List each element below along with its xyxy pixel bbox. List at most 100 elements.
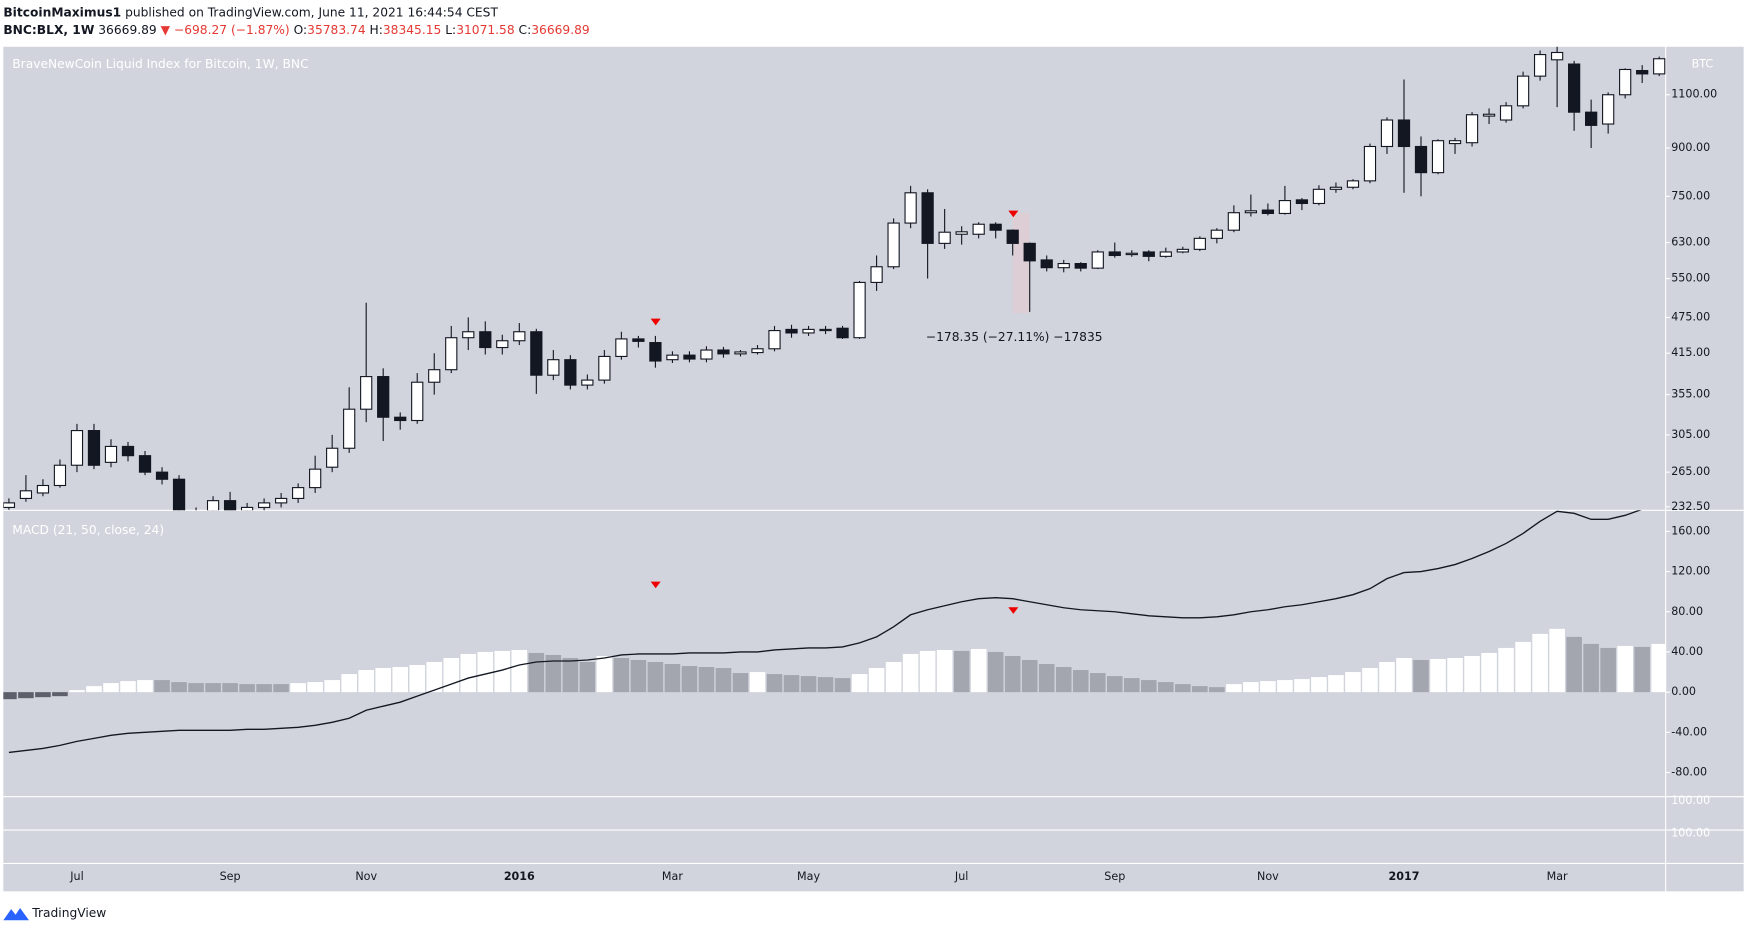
marker xyxy=(1008,607,1019,614)
histogram-bar xyxy=(715,668,732,693)
histogram-bar xyxy=(1175,684,1191,693)
candle-body xyxy=(1499,105,1513,121)
histogram-bar xyxy=(188,683,204,693)
candle-body xyxy=(513,331,526,342)
histogram-bar xyxy=(69,690,85,693)
candle-body xyxy=(1074,262,1087,269)
y-tick-label: -80.00 xyxy=(1671,766,1707,779)
candle-body xyxy=(1176,248,1189,253)
histogram-bar xyxy=(443,657,460,693)
candle-body xyxy=(615,338,628,357)
ohlc-value: 31071.58 xyxy=(456,23,514,37)
candle-body xyxy=(717,349,730,355)
candle-body xyxy=(1602,94,1615,125)
histogram-bar xyxy=(494,650,511,693)
candle-body xyxy=(666,354,679,361)
histogram-bar xyxy=(1566,636,1582,693)
measure-label: −178.35 (−27.11%) −17835 xyxy=(926,330,1103,344)
ohlc-label: H: xyxy=(370,23,383,37)
ohlc-value: 36669.89 xyxy=(531,23,589,37)
histogram-bar xyxy=(1532,633,1548,693)
candle-body xyxy=(1125,252,1138,256)
candle-body xyxy=(1585,111,1598,126)
y-tick-label: 232.50 xyxy=(1671,500,1710,513)
candle-body xyxy=(206,500,220,511)
candle-body xyxy=(53,464,67,487)
candle-body xyxy=(1550,51,1564,61)
publisher: BitcoinMaximus1 xyxy=(3,5,121,19)
y-tick-label: 265.00 xyxy=(1671,465,1710,478)
histogram-bar xyxy=(239,684,255,693)
histogram-bar xyxy=(1123,678,1140,693)
marker xyxy=(650,318,661,326)
y-tick-label: 1100.00 xyxy=(1671,88,1717,101)
candle-body xyxy=(1193,237,1206,250)
candle-body xyxy=(683,354,696,360)
histogram-bar xyxy=(256,684,272,693)
pane-label: 100.00 xyxy=(1671,794,1710,807)
candle-body xyxy=(530,331,543,376)
x-tick-label: Nov xyxy=(1257,870,1279,883)
candle-body xyxy=(1295,199,1309,205)
candle-body xyxy=(853,281,866,339)
histogram-bar xyxy=(732,673,749,693)
y-tick-label: 40.00 xyxy=(1671,645,1703,658)
histogram-bar xyxy=(1430,658,1446,693)
candle-body xyxy=(1006,229,1019,244)
histogram-bar xyxy=(1362,668,1378,693)
candle-body xyxy=(564,359,577,386)
candle-body xyxy=(1142,251,1155,257)
candle-body xyxy=(751,348,764,354)
candle-body xyxy=(36,484,50,494)
histogram-bar xyxy=(613,657,630,693)
candle-body xyxy=(223,500,237,511)
histogram-bar xyxy=(1634,646,1650,693)
histogram-bar xyxy=(1379,662,1395,693)
histogram-bar xyxy=(579,662,596,693)
ohlc-label: O: xyxy=(294,23,308,37)
candle-body xyxy=(462,331,475,339)
histogram-bar xyxy=(409,665,426,693)
header-line-1: BitcoinMaximus1 published on TradingView… xyxy=(3,5,498,19)
histogram-bar xyxy=(1464,655,1480,693)
chart-title: BraveNewCoin Liquid Index for Bitcoin, 1… xyxy=(12,57,308,71)
candle-body xyxy=(326,447,339,468)
y-tick-label: 750.00 xyxy=(1671,189,1710,202)
candle-body xyxy=(445,337,458,371)
histogram-bar xyxy=(290,683,306,693)
histogram-bar xyxy=(1498,647,1514,693)
histogram-bar xyxy=(18,692,34,699)
histogram-bar xyxy=(1004,655,1021,693)
candle-body xyxy=(19,490,33,499)
y-tick-label: 0.00 xyxy=(1671,685,1696,698)
histogram-bar xyxy=(1345,672,1361,693)
candle-body xyxy=(921,192,934,244)
candle-body xyxy=(292,487,305,499)
candle-body xyxy=(581,379,594,386)
candle-body xyxy=(121,445,135,457)
candle-body xyxy=(1261,209,1275,215)
histogram-bar xyxy=(1038,664,1055,693)
candle-body xyxy=(1653,58,1666,75)
histogram-bar xyxy=(392,667,409,693)
histogram-bar xyxy=(1209,687,1225,693)
histogram-bar xyxy=(596,655,613,693)
candle-body xyxy=(768,330,781,350)
candle-body xyxy=(887,222,900,268)
histogram-bar xyxy=(1617,645,1633,693)
candle-body xyxy=(819,328,832,332)
candle-body xyxy=(1244,210,1258,214)
histogram-bar xyxy=(460,653,477,693)
candle-body xyxy=(479,331,492,349)
x-tick-label: Sep xyxy=(1104,870,1125,883)
histogram-bar xyxy=(375,668,392,693)
candle-body xyxy=(1278,200,1292,215)
histogram-bar xyxy=(1413,659,1429,693)
histogram-bar xyxy=(154,680,170,693)
marker xyxy=(650,581,661,589)
x-tick-label: Nov xyxy=(355,870,377,883)
candle-body xyxy=(1363,145,1377,182)
candle-body xyxy=(343,408,356,449)
histogram-bar xyxy=(324,680,340,693)
